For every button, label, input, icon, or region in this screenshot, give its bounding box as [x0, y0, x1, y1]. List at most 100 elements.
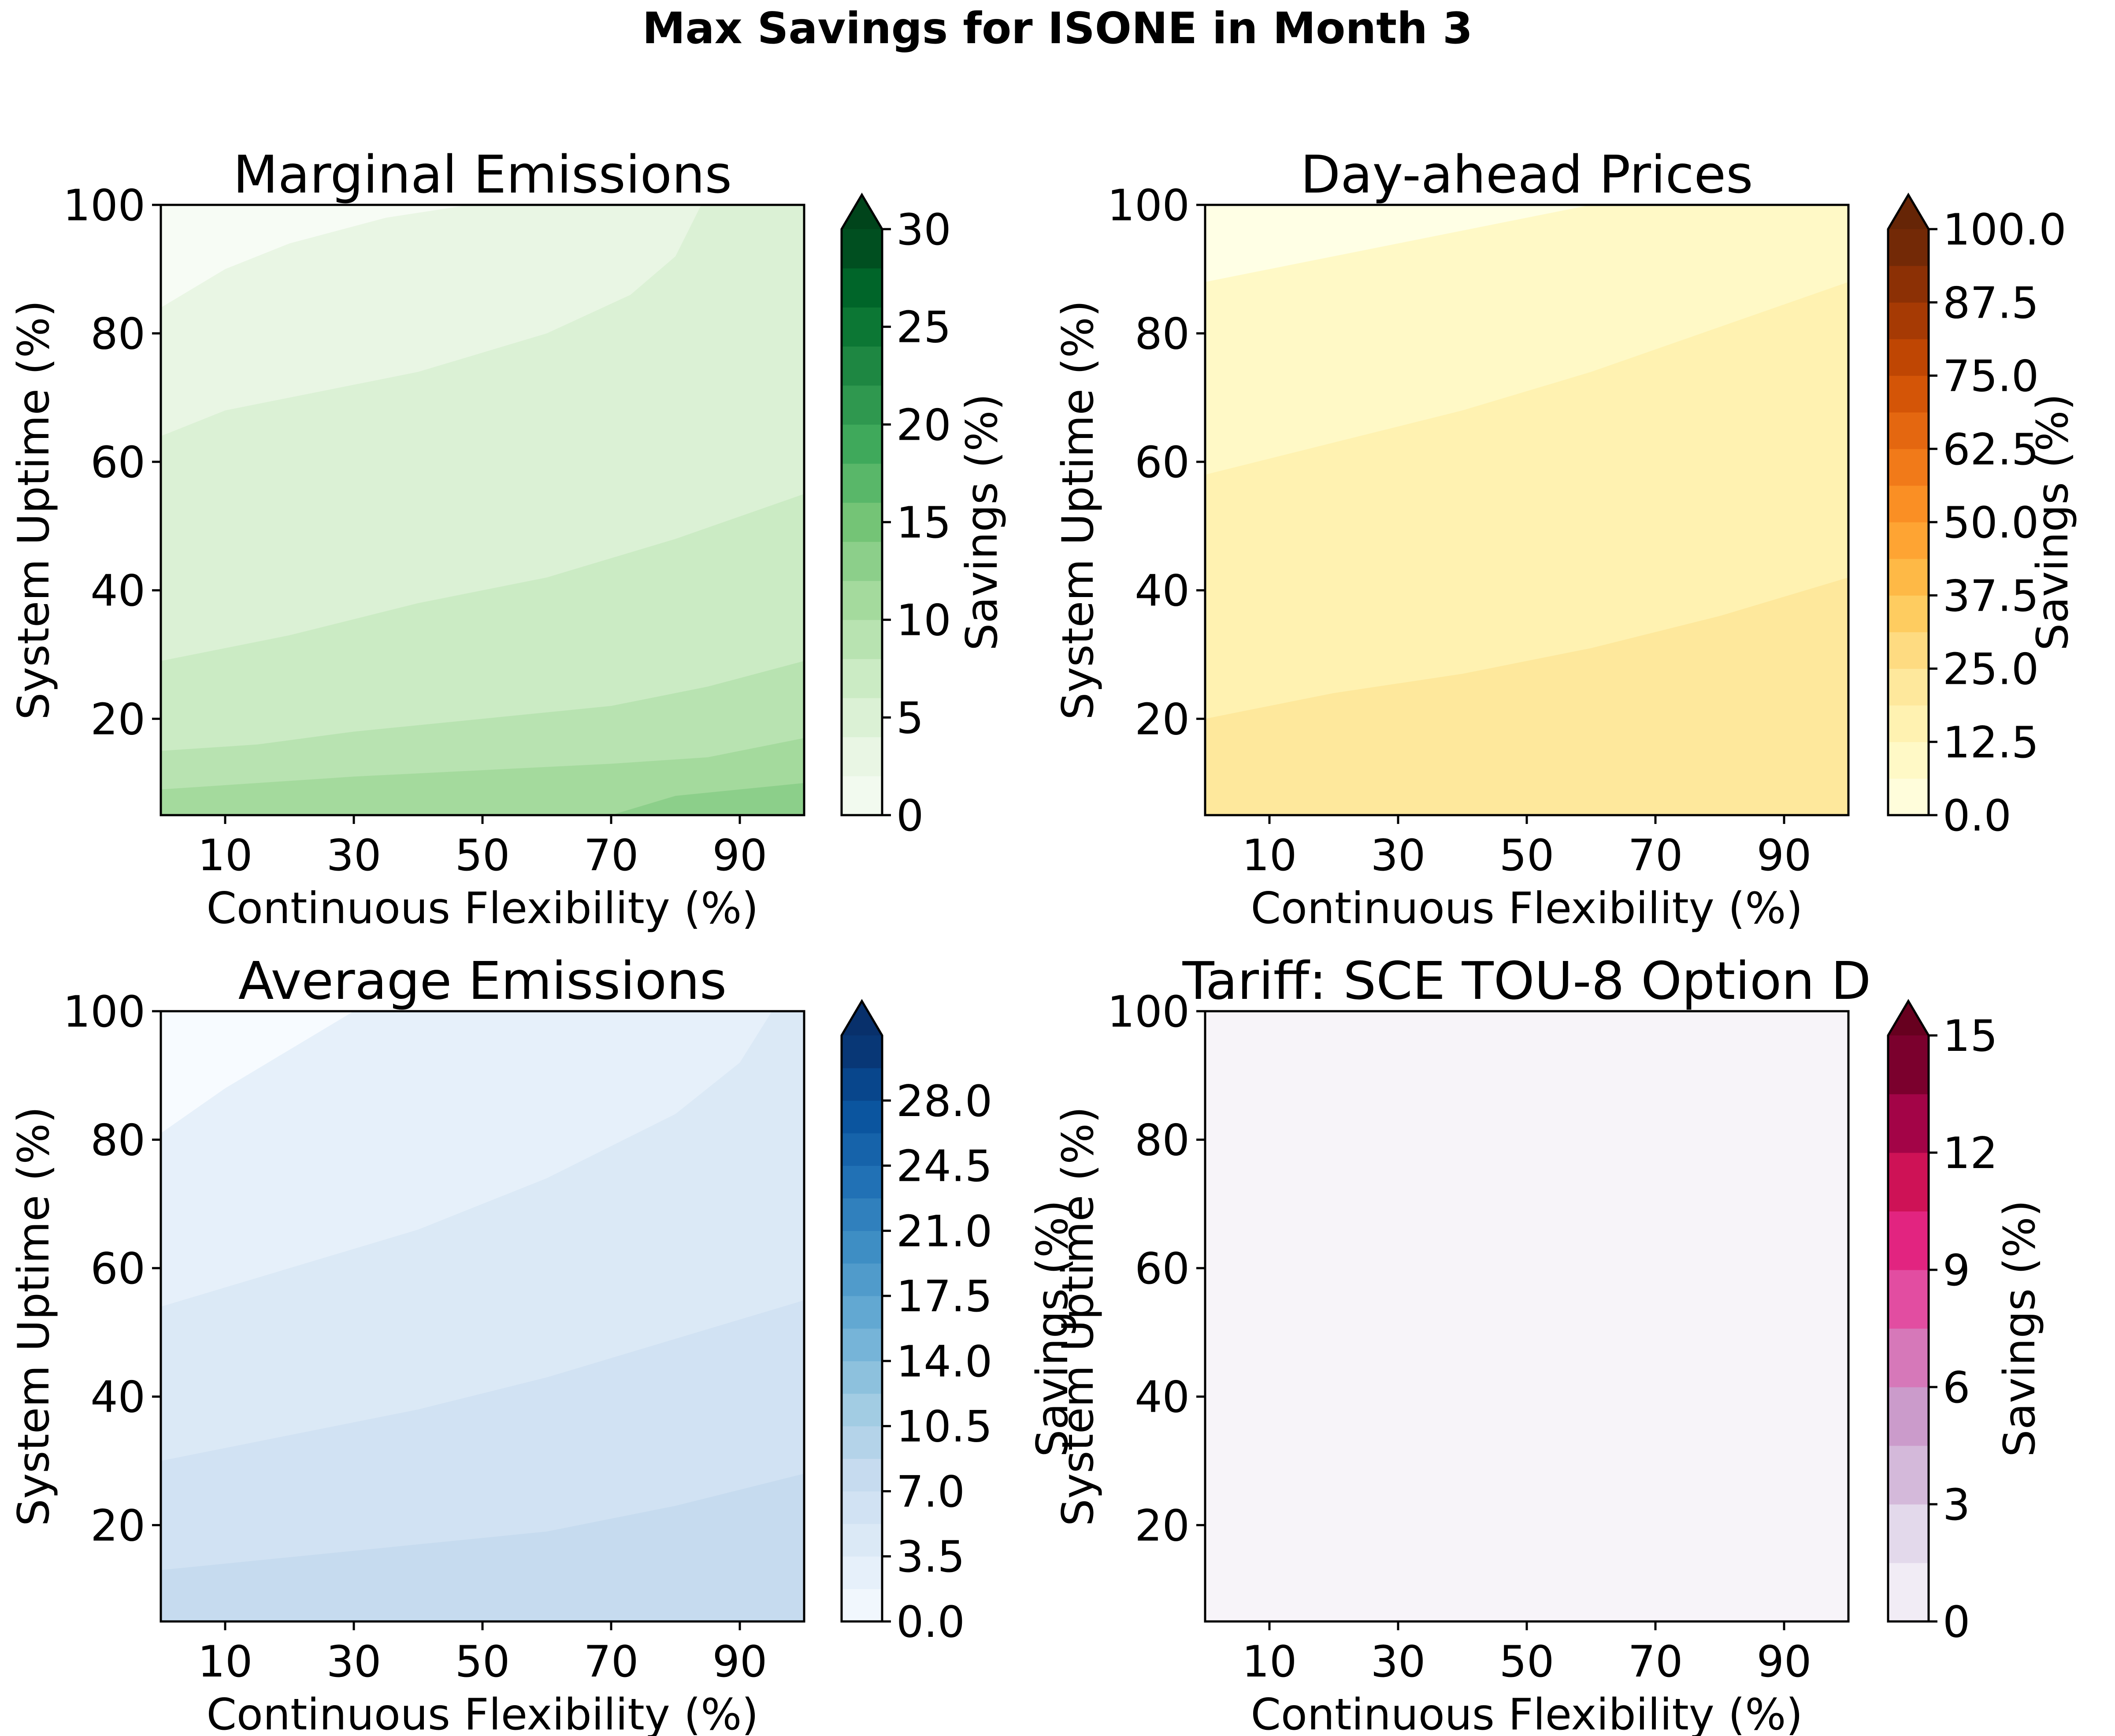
colorbar-segment [1888, 668, 1929, 706]
x-tick-label: 70 [584, 1637, 639, 1687]
y-tick-label: 20 [1135, 694, 1190, 745]
colorbar-segment [842, 1393, 882, 1427]
colorbar-segment [842, 464, 882, 503]
colorbar-segment [842, 698, 882, 738]
colorbar-tick-label: 10 [896, 596, 951, 646]
contour-fills [1205, 205, 1848, 815]
colorbar-extend-arrow [842, 195, 882, 229]
y-tick-label: 20 [90, 1501, 145, 1551]
colorbar-segment [1888, 1153, 1929, 1212]
colorbar-tick-label: 0 [1943, 1597, 1970, 1647]
y-axis-label: System Uptime (%) [1053, 300, 1103, 720]
colorbar-segment [842, 1589, 882, 1622]
colorbar-segment [842, 776, 882, 816]
colorbar-segment [1888, 1270, 1929, 1329]
colorbar-tick-label: 10.5 [896, 1402, 992, 1452]
colorbar-segment [842, 1068, 882, 1101]
x-axis-label: Continuous Flexibility (%) [1250, 883, 1803, 934]
colorbar-segment [842, 502, 882, 542]
x-tick-label: 50 [455, 831, 510, 881]
x-axis-label: Continuous Flexibility (%) [206, 883, 758, 934]
x-tick-label: 50 [1499, 831, 1555, 881]
colorbar-segment [842, 1035, 882, 1068]
colorbar-segment [1888, 229, 1929, 266]
colorbar-segment [1888, 632, 1929, 669]
x-tick-label: 10 [1242, 831, 1297, 881]
colorbar-segment [1888, 266, 1929, 303]
colorbar-tick-label: 0.0 [1943, 791, 2011, 841]
colorbar-tick-label: 3.5 [896, 1532, 965, 1582]
y-tick-label: 60 [90, 438, 145, 488]
colorbar-outline [1887, 999, 1930, 1623]
colorbar-tick-label: 12.5 [1943, 718, 2039, 768]
colorbar-label: Savings (%) [957, 393, 1007, 651]
y-tick-label: 100 [63, 181, 145, 231]
colorbar-extend-arrow [842, 1001, 882, 1035]
colorbar-segment [842, 346, 882, 386]
y-tick-label: 80 [1135, 1116, 1190, 1166]
colorbar-tick-label: 100.0 [1943, 205, 2067, 255]
colorbar-segment [842, 1198, 882, 1231]
colorbar-tick-label: 0 [896, 791, 924, 841]
colorbar-segment [1888, 1211, 1929, 1270]
contour-fills [161, 1011, 804, 1621]
colorbar-segment [842, 619, 882, 659]
figure-title: Max Savings for ISONE in Month 3 [642, 4, 1473, 54]
y-axis-label: System Uptime (%) [9, 1106, 59, 1526]
colorbar-segment [842, 1524, 882, 1557]
x-tick-label: 70 [1628, 831, 1683, 881]
colorbar-segment [1888, 1035, 1929, 1094]
colorbar-tick-label: 62.5 [1943, 425, 2039, 475]
x-tick-label: 10 [1242, 1637, 1297, 1687]
colorbar-segment [842, 1328, 882, 1361]
colorbar: 0 5 10 15 20 25 30 Savings (%) [840, 193, 1007, 841]
colorbar: 0 3 6 9 12 15 Savings (%) [1887, 999, 2045, 1647]
y-tick-label: 60 [1135, 438, 1190, 488]
y-tick-label: 60 [1135, 1244, 1190, 1294]
y-axis-label: System Uptime (%) [9, 300, 59, 720]
colorbar-tick-label: 25.0 [1943, 645, 2039, 695]
colorbar-label: Savings (%) [1995, 1200, 2045, 1457]
y-tick-label: 100 [1107, 181, 1190, 231]
panel-title: Day-ahead Prices [1300, 144, 1753, 205]
colorbar-tick-label: 24.5 [896, 1142, 992, 1192]
panel-3: 10 30 50 70 90 20 40 60 80 100 Average Emissions Co… [9, 950, 1078, 1736]
colorbar-segment [1888, 595, 1929, 632]
panel-title: Tariff: SCE TOU-8 Option D [1182, 950, 1871, 1011]
colorbar-tick-label: 20 [896, 400, 951, 450]
colorbar-label: Savings (%) [1028, 1200, 1078, 1457]
colorbar-segment [842, 737, 882, 776]
colorbar-segment [1888, 412, 1929, 449]
y-tick-label: 20 [90, 694, 145, 745]
colorbar-segment [1888, 1504, 1929, 1563]
colorbar-segment [1888, 1094, 1929, 1153]
colorbar-segment [1888, 778, 1929, 816]
colorbar-tick-label: 25 [896, 303, 951, 353]
x-tick-label: 30 [1371, 831, 1426, 881]
colorbar-segment [842, 1296, 882, 1329]
colorbar-segment [842, 268, 882, 308]
y-tick-label: 60 [90, 1244, 145, 1294]
contour-band-4 [161, 1473, 804, 1621]
colorbar-segment [842, 1426, 882, 1459]
y-tick-label: 20 [1135, 1501, 1190, 1551]
x-tick-label: 50 [455, 1637, 510, 1687]
x-tick-label: 90 [1757, 1637, 1812, 1687]
colorbar-segment [1888, 1563, 1929, 1622]
colorbar-tick-label: 28.0 [896, 1076, 992, 1127]
colorbar-segment [842, 385, 882, 425]
contour-band-base [1205, 1011, 1848, 1621]
colorbar-segment [842, 1231, 882, 1264]
colorbar-tick-label: 37.5 [1943, 571, 2039, 621]
colorbar-tick-label: 14.0 [896, 1337, 992, 1387]
x-tick-label: 90 [712, 831, 768, 881]
x-tick-label: 30 [1371, 1637, 1426, 1687]
colorbar-segment [842, 1361, 882, 1394]
colorbar-segment [1888, 559, 1929, 596]
colorbar-segment [1888, 375, 1929, 413]
colorbar-segment [842, 424, 882, 464]
colorbar-segment [1888, 302, 1929, 339]
y-tick-label: 80 [90, 309, 145, 360]
colorbar-tick-label: 75.0 [1943, 352, 2039, 402]
colorbar-segment [842, 659, 882, 698]
